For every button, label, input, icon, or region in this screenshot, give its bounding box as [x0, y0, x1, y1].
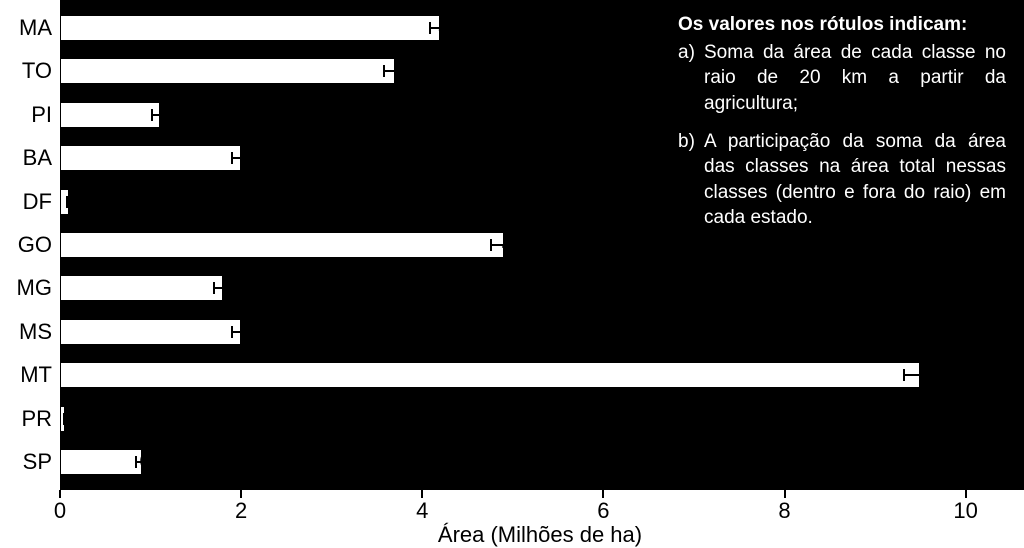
x-tick-label: 6 [597, 498, 609, 524]
y-category-sp: SP [6, 451, 52, 473]
bar-label-pct: 62% [476, 60, 516, 82]
legend-title: Os valores nos rótulos indicam: [678, 12, 1006, 38]
y-category-mg: MG [6, 277, 52, 299]
bar-label-pct: 96% [223, 451, 263, 473]
y-category-ma: MA [6, 17, 52, 39]
bar-label-pr: 0,1; 100% [71, 409, 161, 429]
x-tick-mark [59, 490, 61, 498]
bar-label-ba: 2 Mha; 86% [239, 148, 346, 168]
x-tick-label: 8 [778, 498, 790, 524]
error-cap [213, 282, 215, 294]
y-category-pi: PI [6, 104, 52, 126]
x-tick-label: 0 [54, 498, 66, 524]
y-category-df: DF [6, 191, 52, 213]
x-tick-label: 4 [416, 498, 428, 524]
x-tick-mark [784, 490, 786, 498]
bar-go [60, 232, 504, 258]
bar-label-value: 3,7 Mha; [393, 60, 476, 82]
bar-label-pct: 56% [522, 17, 562, 39]
bar-label-value: 0,1; [75, 191, 114, 213]
bar-label-value: 4,9 Mha; [502, 234, 585, 256]
error-cap [66, 196, 68, 208]
error-cap [383, 65, 385, 77]
bar-label-pct: 98% [114, 191, 154, 213]
legend-key-a: a) [678, 40, 704, 117]
x-tick-mark [240, 490, 242, 498]
bar-label-pct: 83% [585, 234, 625, 256]
bar-label-to: 3,7 Mha; 62% [393, 61, 516, 81]
y-category-go: GO [6, 234, 52, 256]
error-cap [135, 456, 137, 468]
bar-ba [60, 145, 241, 171]
bar-label-value: 2,0 Mha; [239, 321, 322, 343]
bar-label-pct: 86% [306, 147, 346, 169]
x-tick-mark [602, 490, 604, 498]
bar-to [60, 58, 395, 84]
bar-ma [60, 15, 440, 41]
bar-label-value: 1,8 Mha; [221, 277, 304, 299]
bar-label-df: 0,1; 98% [75, 192, 154, 212]
bar-label-value: 1,1 Mha; [158, 104, 241, 126]
bar-label-pct: 63% [323, 321, 363, 343]
y-category-mt: MT [6, 364, 52, 386]
bar-label-go: 4,9 Mha; 83% [502, 235, 625, 255]
y-category-to: TO [6, 60, 52, 82]
x-tick-mark [965, 490, 967, 498]
bar-label-value: 0,1; [71, 408, 110, 430]
error-cap [66, 413, 68, 425]
bar-label-sp: 0,9 Mha; 96% [140, 452, 263, 472]
error-cap [490, 239, 492, 251]
x-tick-mark [421, 490, 423, 498]
bar-label-pct: 75% [304, 277, 344, 299]
bar-label-pct: 100% [110, 408, 161, 430]
legend-item-a: a) Soma da área de cada classe no raio d… [678, 40, 1006, 117]
legend-item-b: b) A participação da soma da área das cl… [678, 129, 1006, 232]
error-cap [903, 369, 905, 381]
bar-mt [60, 362, 920, 388]
legend-text-b: A participação da soma da área das class… [704, 129, 1006, 232]
x-tick-label: 2 [235, 498, 247, 524]
bar-label-pct: 66% [241, 104, 281, 126]
y-category-ba: BA [6, 147, 52, 169]
error-cap [231, 326, 233, 338]
legend-box: Os valores nos rótulos indicam: a) Soma … [678, 12, 1006, 231]
bar-label-value: 2 Mha; [239, 147, 306, 169]
y-category-pr: PR [6, 408, 52, 430]
error-cap [429, 22, 431, 34]
x-axis-label: Área (Milhões de ha) [438, 522, 642, 548]
x-tick-label: 10 [953, 498, 977, 524]
bar-pi [60, 102, 160, 128]
bar-label-pi: 1,1 Mha; 66% [158, 105, 281, 125]
y-category-ms: MS [6, 321, 52, 343]
bar-label-mt: 9,5 Mha; 76% [918, 365, 1024, 385]
bar-label-mg: 1,8 Mha; 75% [221, 278, 344, 298]
bar-label-ma: 4,2 Mha; 56% [438, 18, 561, 38]
bar-label-value: 4,2 Mha; [438, 17, 521, 39]
error-cap [231, 152, 233, 164]
legend-key-b: b) [678, 129, 704, 232]
bar-mg [60, 275, 223, 301]
bar-ms [60, 319, 241, 345]
error-cap [151, 109, 153, 121]
bar-label-value: 0,9 Mha; [140, 451, 223, 473]
bar-label-value: 9,5 Mha; [918, 364, 1001, 386]
bar-label-pct: 76% [1002, 364, 1024, 386]
error-cap [70, 196, 72, 208]
error-cap [63, 413, 65, 425]
legend-text-a: Soma da área de cada classe no raio de 2… [704, 40, 1006, 117]
bar-label-ms: 2,0 Mha; 63% [239, 322, 362, 342]
bar-sp [60, 449, 142, 475]
